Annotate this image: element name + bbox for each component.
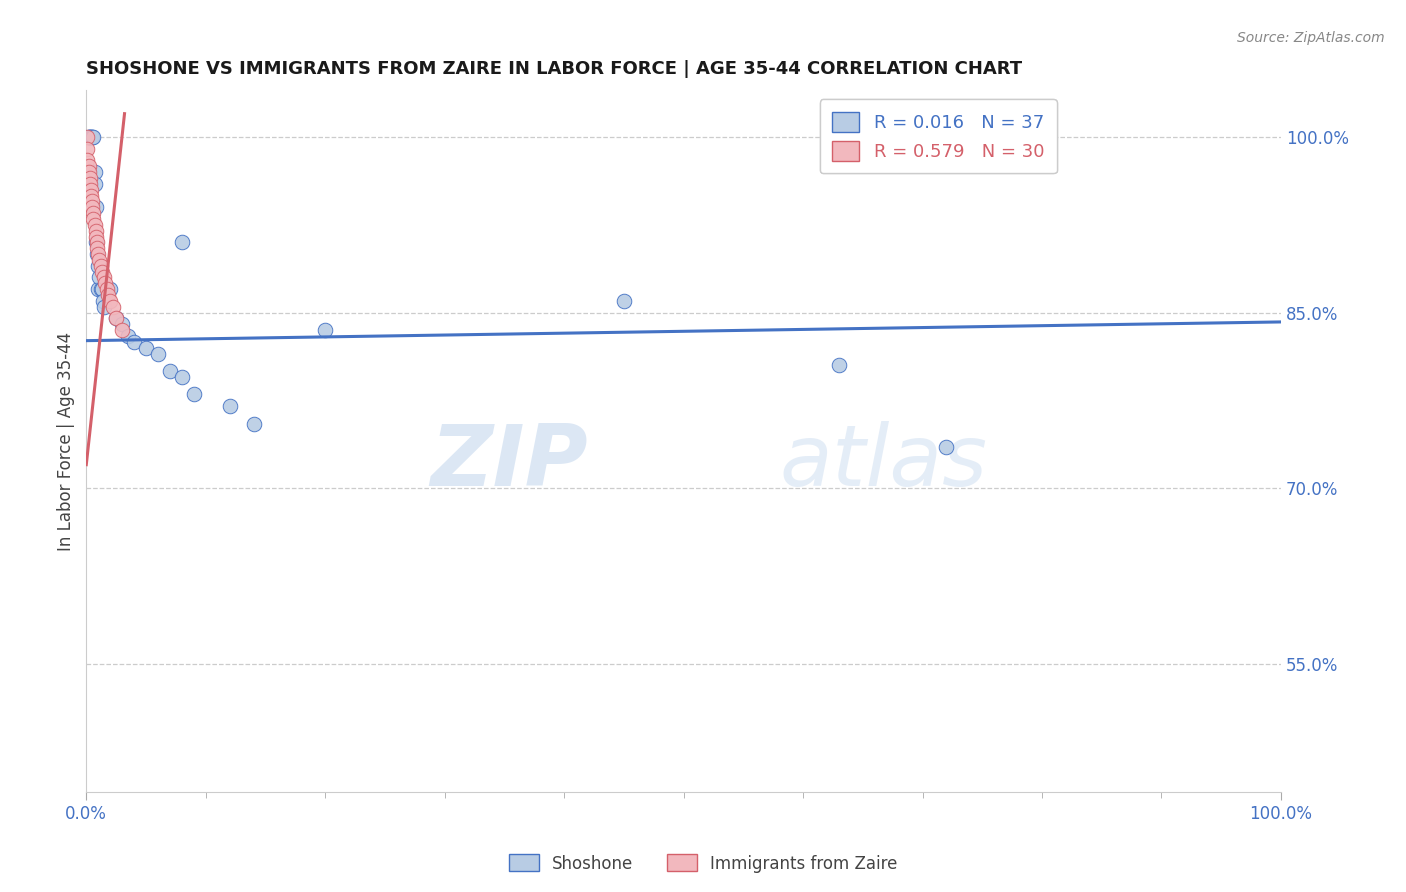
Point	[242, 417, 264, 431]
Text: SHOSHONE VS IMMIGRANTS FROM ZAIRE IN LABOR FORCE | AGE 35-44 CORRELATION CHART: SHOSHONE VS IMMIGRANTS FROM ZAIRE IN LAB…	[86, 60, 1022, 78]
Point	[98, 282, 121, 296]
Point	[94, 277, 117, 291]
Point	[96, 282, 118, 296]
Point	[82, 206, 104, 220]
Point	[84, 229, 107, 244]
Point	[93, 270, 115, 285]
Point	[82, 194, 104, 209]
Point	[80, 183, 103, 197]
Point	[111, 318, 134, 332]
Point	[87, 259, 110, 273]
Point	[159, 364, 181, 378]
Point	[86, 241, 108, 255]
Point	[79, 130, 101, 145]
Point	[80, 188, 103, 202]
Point	[828, 358, 851, 372]
Point	[76, 153, 98, 168]
Point	[91, 293, 114, 308]
Legend: R = 0.016   N = 37, R = 0.579   N = 30: R = 0.016 N = 37, R = 0.579 N = 30	[820, 99, 1057, 173]
Point	[80, 130, 103, 145]
Point	[101, 300, 124, 314]
Point	[90, 282, 112, 296]
Point	[82, 130, 104, 145]
Point	[105, 311, 128, 326]
Point	[105, 311, 128, 326]
Point	[79, 177, 101, 191]
Legend: Shoshone, Immigrants from Zaire: Shoshone, Immigrants from Zaire	[502, 847, 904, 880]
Point	[117, 329, 139, 343]
Point	[82, 130, 104, 145]
Point	[90, 282, 112, 296]
Point	[83, 177, 105, 191]
Point	[89, 270, 111, 285]
Point	[89, 252, 111, 267]
Y-axis label: In Labor Force | Age 35-44: In Labor Force | Age 35-44	[58, 332, 75, 551]
Point	[77, 159, 100, 173]
Point	[97, 288, 120, 302]
Point	[314, 323, 336, 337]
Point	[135, 341, 157, 355]
Point	[111, 323, 134, 337]
Point	[79, 171, 101, 186]
Point	[76, 142, 98, 156]
Point	[82, 200, 104, 214]
Point	[83, 165, 105, 179]
Text: ZIP: ZIP	[430, 421, 588, 504]
Text: atlas: atlas	[779, 421, 987, 504]
Point	[935, 440, 957, 454]
Point	[87, 247, 110, 261]
Point	[82, 211, 104, 226]
Point	[84, 235, 107, 250]
Point	[93, 300, 115, 314]
Point	[86, 247, 108, 261]
Point	[170, 370, 193, 384]
Point	[77, 130, 100, 145]
Point	[77, 130, 100, 145]
Point	[90, 259, 112, 273]
Point	[86, 235, 108, 250]
Point	[183, 387, 205, 401]
Point	[84, 200, 107, 214]
Point	[170, 235, 193, 250]
Point	[76, 130, 98, 145]
Point	[83, 218, 105, 232]
Point	[87, 282, 110, 296]
Text: Source: ZipAtlas.com: Source: ZipAtlas.com	[1237, 31, 1385, 45]
Point	[146, 346, 169, 360]
Point	[82, 130, 104, 145]
Point	[218, 399, 240, 413]
Point	[98, 293, 121, 308]
Point	[84, 224, 107, 238]
Point	[77, 130, 100, 145]
Point	[77, 165, 100, 179]
Point	[90, 265, 112, 279]
Point	[613, 293, 636, 308]
Point	[122, 334, 145, 349]
